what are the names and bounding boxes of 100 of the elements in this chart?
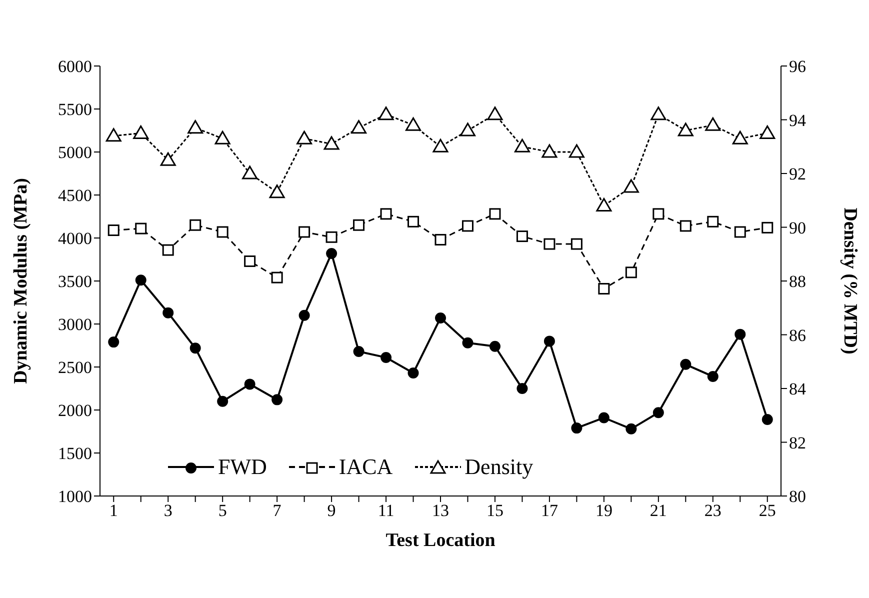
point: [516, 383, 528, 394]
y-tick-label: 1000: [58, 487, 92, 506]
point: [408, 216, 420, 228]
y-tick-label: 3500: [58, 272, 92, 292]
point: [324, 136, 340, 150]
point: [160, 152, 176, 166]
point: [298, 226, 310, 238]
point: [623, 179, 639, 193]
point: [353, 346, 364, 358]
point: [544, 238, 556, 250]
point: [380, 352, 392, 364]
x-axis-title: Test Location: [386, 530, 496, 551]
point: [214, 130, 230, 144]
point: [652, 407, 664, 418]
x-tick-label: 23: [704, 501, 722, 520]
point: [462, 220, 474, 232]
legend-label: FWD: [218, 454, 267, 480]
point: [462, 337, 474, 348]
point: [434, 234, 446, 246]
point: [217, 396, 228, 407]
point: [514, 138, 530, 152]
point: [108, 224, 120, 236]
y2-tick-label: 94: [789, 110, 806, 130]
x-tick-label: 19: [595, 501, 612, 520]
point: [432, 138, 448, 152]
point: [598, 412, 610, 424]
point: [762, 414, 773, 425]
point: [570, 238, 582, 250]
y2-tick-label: 90: [789, 218, 806, 238]
y-tick-label: 2000: [58, 401, 92, 420]
point: [242, 166, 258, 180]
x-tick-label: 15: [486, 501, 504, 520]
point: [626, 423, 637, 434]
point: [650, 106, 666, 120]
point: [133, 125, 149, 139]
x-tick-label: 3: [164, 501, 172, 520]
y-tick-label: 4000: [58, 229, 92, 248]
y2-axis-title: Density (% MTD): [839, 208, 860, 354]
point: [378, 106, 394, 120]
point: [298, 310, 310, 321]
point: [135, 274, 146, 286]
x-tick-label: 1: [109, 501, 118, 520]
point: [326, 248, 338, 259]
y2-tick-label: 82: [789, 433, 806, 452]
point: [269, 184, 285, 198]
point: [734, 328, 746, 340]
x-tick-label: 25: [758, 501, 776, 520]
y2-tick-label: 84: [789, 380, 806, 399]
point: [272, 394, 283, 406]
point: [707, 216, 719, 228]
point: [542, 144, 558, 158]
point: [544, 336, 555, 347]
point: [596, 198, 612, 212]
point: [190, 219, 202, 231]
y2-tick-label: 80: [789, 487, 806, 506]
y-tick-label: 5000: [58, 143, 92, 162]
y-tick-label: 1500: [58, 444, 92, 464]
point: [760, 125, 776, 139]
legend-label: Density: [464, 454, 534, 480]
point: [678, 122, 694, 136]
point: [652, 208, 664, 220]
y-tick-label: 6000: [58, 57, 92, 76]
point: [244, 378, 256, 390]
y2-tick-label: 88: [789, 272, 806, 292]
point: [625, 266, 637, 278]
point: [162, 244, 174, 256]
point: [271, 272, 283, 284]
point: [680, 220, 692, 232]
point: [762, 222, 774, 234]
y2-tick-label: 92: [789, 164, 806, 184]
point: [188, 120, 204, 134]
y2-tick-label: 86: [789, 326, 806, 345]
point: [108, 336, 120, 348]
point: [380, 208, 392, 220]
point: [190, 342, 201, 354]
point: [296, 130, 312, 144]
y-tick-label: 2500: [58, 358, 92, 378]
x-tick-label: 11: [378, 501, 394, 520]
point: [353, 219, 365, 231]
x-tick-label: 5: [218, 501, 227, 520]
point: [216, 226, 228, 238]
point: [734, 226, 746, 238]
x-tick-label: 21: [650, 501, 667, 520]
point: [489, 208, 501, 220]
point: [135, 222, 147, 234]
point: [162, 307, 174, 318]
point: [705, 117, 721, 131]
point: [106, 128, 122, 142]
point: [598, 282, 610, 294]
point: [460, 122, 476, 136]
point: [516, 230, 528, 242]
point: [435, 312, 446, 324]
x-tick-label: 17: [540, 501, 558, 520]
point: [680, 358, 692, 370]
point: [351, 120, 367, 134]
y-tick-label: 3000: [58, 315, 92, 334]
x-tick-label: 7: [272, 501, 282, 520]
x-tick-label: 13: [432, 501, 449, 520]
point: [408, 368, 419, 379]
point: [244, 255, 256, 267]
